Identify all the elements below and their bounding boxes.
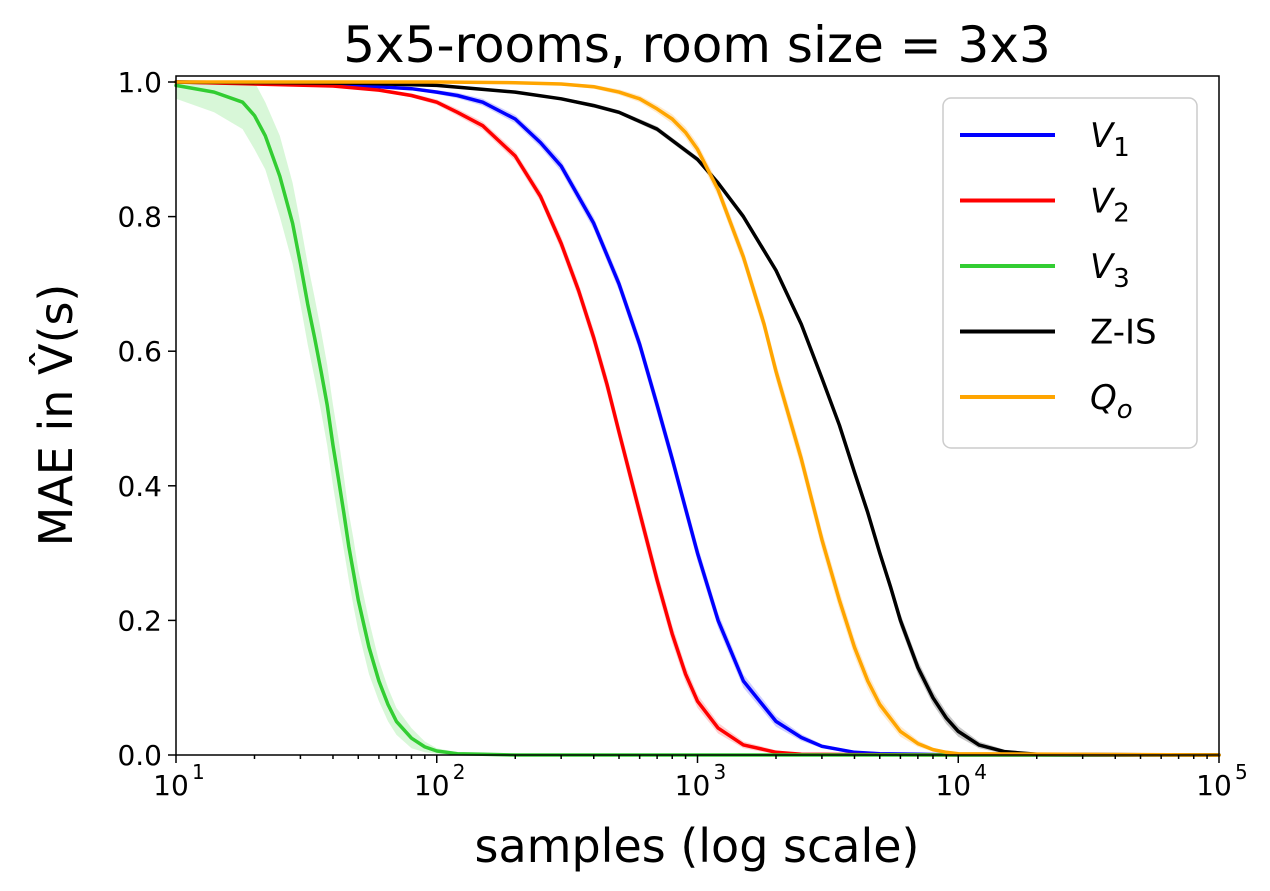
y-tick-label: 0.8: [117, 201, 162, 234]
x-tick-label: 10: [935, 769, 971, 802]
series-band-v3: [176, 82, 1219, 755]
legend-label-v1: V1: [1090, 116, 1130, 163]
series-line-v1: [174, 80, 1221, 757]
chart-title: 5x5-rooms, room size = 3x3: [343, 16, 1051, 74]
legend-label-v2: V2: [1090, 182, 1130, 229]
y-tick-label: 0.4: [117, 470, 162, 503]
legend: V1 V2 V3 Z-IS Qo: [942, 97, 1198, 449]
y-tick-label: 0.6: [117, 335, 162, 368]
x-tick-label-exponent: 2: [453, 760, 466, 784]
legend-label-qo: Qo: [1090, 378, 1133, 425]
x-tick-label-exponent: 4: [974, 760, 987, 784]
x-axis-ticks: 10 1 10 2 10 3 10 4 10 5: [153, 755, 1248, 802]
series-line-v2: [174, 80, 1221, 757]
y-tick-label: 0.0: [117, 739, 162, 772]
y-axis-label: MAE in V̂(s): [29, 284, 83, 547]
x-tick-label-exponent: 5: [1235, 760, 1248, 784]
series-line-qo: [174, 80, 1221, 757]
x-tick-label-exponent: 1: [192, 760, 205, 784]
legend-items: V1 V2 V3 Z-IS Qo: [960, 116, 1157, 425]
confidence-bands: [176, 82, 1219, 755]
legend-label-z-is: Z-IS: [1090, 313, 1157, 353]
x-tick-label: 10: [414, 769, 450, 802]
x-tick-label: 10: [1196, 769, 1232, 802]
y-axis-ticks: 0.0 0.2 0.4 0.6 0.8 1.0: [117, 66, 176, 772]
x-tick-label: 10: [675, 769, 711, 802]
x-tick-label: 10: [153, 769, 189, 802]
y-tick-label: 1.0: [117, 66, 162, 99]
series-lines: [174, 80, 1221, 757]
series-line-z-is: [174, 80, 1221, 757]
legend-box: [942, 97, 1198, 449]
x-tick-label-exponent: 3: [714, 760, 727, 784]
x-axis-label: samples (log scale): [475, 819, 920, 873]
legend-label-v3: V3: [1090, 247, 1130, 294]
series-line-v3: [174, 83, 1221, 757]
y-tick-label: 0.2: [117, 604, 162, 637]
